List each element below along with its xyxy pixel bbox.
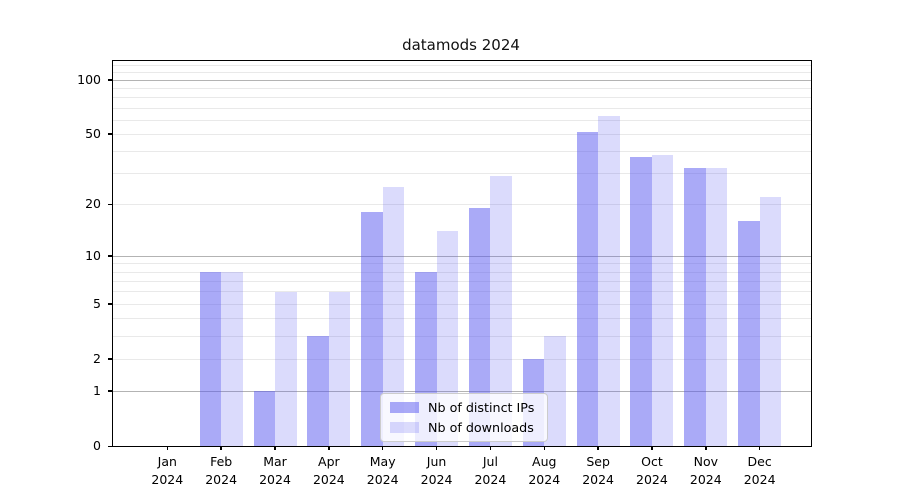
y-gridline-minor (113, 151, 811, 153)
y-gridline-minor (113, 318, 811, 320)
legend-row-distinct-ips: Nb of distinct IPs (390, 400, 538, 415)
y-tick-label: 5 (93, 295, 101, 311)
legend-swatch-downloads (390, 422, 419, 433)
bar-distinct-ips (468, 208, 491, 446)
x-tick-mark (274, 446, 276, 450)
y-tick-label: 0 (93, 438, 101, 453)
legend-row-downloads: Nb of downloads (390, 420, 538, 435)
x-tick-label: Nov 2024 (689, 454, 722, 488)
bar-downloads (275, 291, 297, 446)
x-tick-label: Jun 2024 (420, 454, 453, 488)
x-tick-mark (597, 446, 599, 450)
y-tick-mark (108, 255, 113, 257)
x-tick-mark (435, 446, 438, 450)
y-gridline-minor (113, 72, 811, 74)
y-gridline-minor (113, 303, 811, 305)
bar-downloads (651, 155, 674, 446)
x-tick-label: Aug 2024 (528, 454, 561, 488)
bar-downloads (598, 115, 620, 446)
y-gridline-minor (113, 280, 811, 282)
y-gridline-minor (113, 271, 811, 273)
y-tick-mark (108, 79, 113, 81)
bar-downloads (221, 271, 243, 446)
x-tick-label: Jul 2024 (474, 454, 507, 488)
x-tick-label: Apr 2024 (312, 454, 345, 488)
bar-downloads (436, 230, 459, 446)
y-tick-label: 10 (85, 247, 101, 263)
y-gridline-minor (113, 204, 811, 206)
y-gridline-minor (113, 107, 811, 109)
bar-distinct-ips (738, 221, 760, 446)
y-tick-mark (108, 445, 113, 447)
bar-distinct-ips (630, 157, 652, 446)
y-tick-mark (108, 358, 113, 360)
legend: Nb of distinct IPs Nb of downloads (380, 393, 548, 442)
y-gridline-minor (113, 358, 811, 360)
x-tick-mark (381, 446, 384, 450)
y-gridline-minor (113, 119, 811, 121)
x-tick-label: Feb 2024 (205, 454, 238, 488)
x-tick-mark (705, 446, 707, 450)
x-tick-mark (543, 446, 545, 450)
bar-downloads (490, 175, 512, 446)
legend-label-downloads: Nb of downloads (428, 420, 534, 435)
bar-downloads (544, 335, 566, 446)
bar-downloads (382, 187, 405, 446)
y-tick-mark (108, 303, 113, 305)
y-tick-label: 100 (77, 71, 101, 87)
x-tick-label: Dec 2024 (743, 454, 776, 488)
plot-area: 0 1 2 5 10 20 50 100 Jan 2024 Feb 2024 Mar 2024 Ap… (77, 60, 812, 487)
y-gridline-major (113, 390, 811, 392)
x-tick-label: May 2024 (366, 454, 399, 488)
y-gridline-minor (113, 87, 811, 89)
x-tick-label: Sep 2024 (582, 454, 614, 488)
y-tick-label: 50 (85, 125, 101, 141)
x-tick-label: Jan 2024 (151, 454, 184, 488)
y-gridline-major (113, 79, 811, 81)
x-tick-mark (220, 446, 222, 450)
y-tick-label: 2 (93, 350, 101, 366)
x-tick-mark (489, 446, 492, 450)
legend-label-distinct-ips: Nb of distinct IPs (428, 400, 535, 415)
y-tick-mark (108, 133, 113, 135)
y-gridline-minor (113, 263, 811, 265)
y-gridline-minor (113, 291, 811, 293)
y-tick-mark (108, 390, 113, 392)
y-tick-mark (108, 203, 113, 206)
y-gridline-minor (113, 173, 811, 175)
y-gridline-minor (113, 65, 811, 67)
bar-downloads (328, 291, 351, 446)
y-gridline-minor (113, 335, 811, 337)
x-tick-label: Oct 2024 (636, 454, 668, 488)
legend-swatch-distinct-ips (390, 402, 419, 413)
x-tick-label: Mar 2024 (259, 454, 291, 488)
y-gridline-minor (113, 97, 811, 99)
x-tick-mark (758, 446, 761, 450)
bar-distinct-ips (576, 132, 599, 446)
y-gridline-minor (113, 133, 811, 135)
x-tick-mark (328, 446, 330, 450)
x-tick-mark (166, 446, 169, 450)
bar-distinct-ips (199, 271, 222, 446)
bar-downloads (705, 168, 728, 446)
bar-distinct-ips (684, 168, 706, 446)
y-tick-label: 20 (85, 196, 101, 212)
y-gridline-major (113, 255, 811, 257)
x-tick-mark (651, 446, 653, 450)
bar-distinct-ips (253, 390, 275, 446)
bar-distinct-ips (361, 212, 383, 446)
y-tick-label: 1 (93, 382, 101, 398)
chart-title: datamods 2024 (402, 36, 520, 54)
bar-distinct-ips (307, 335, 329, 446)
bar-downloads (759, 197, 782, 446)
